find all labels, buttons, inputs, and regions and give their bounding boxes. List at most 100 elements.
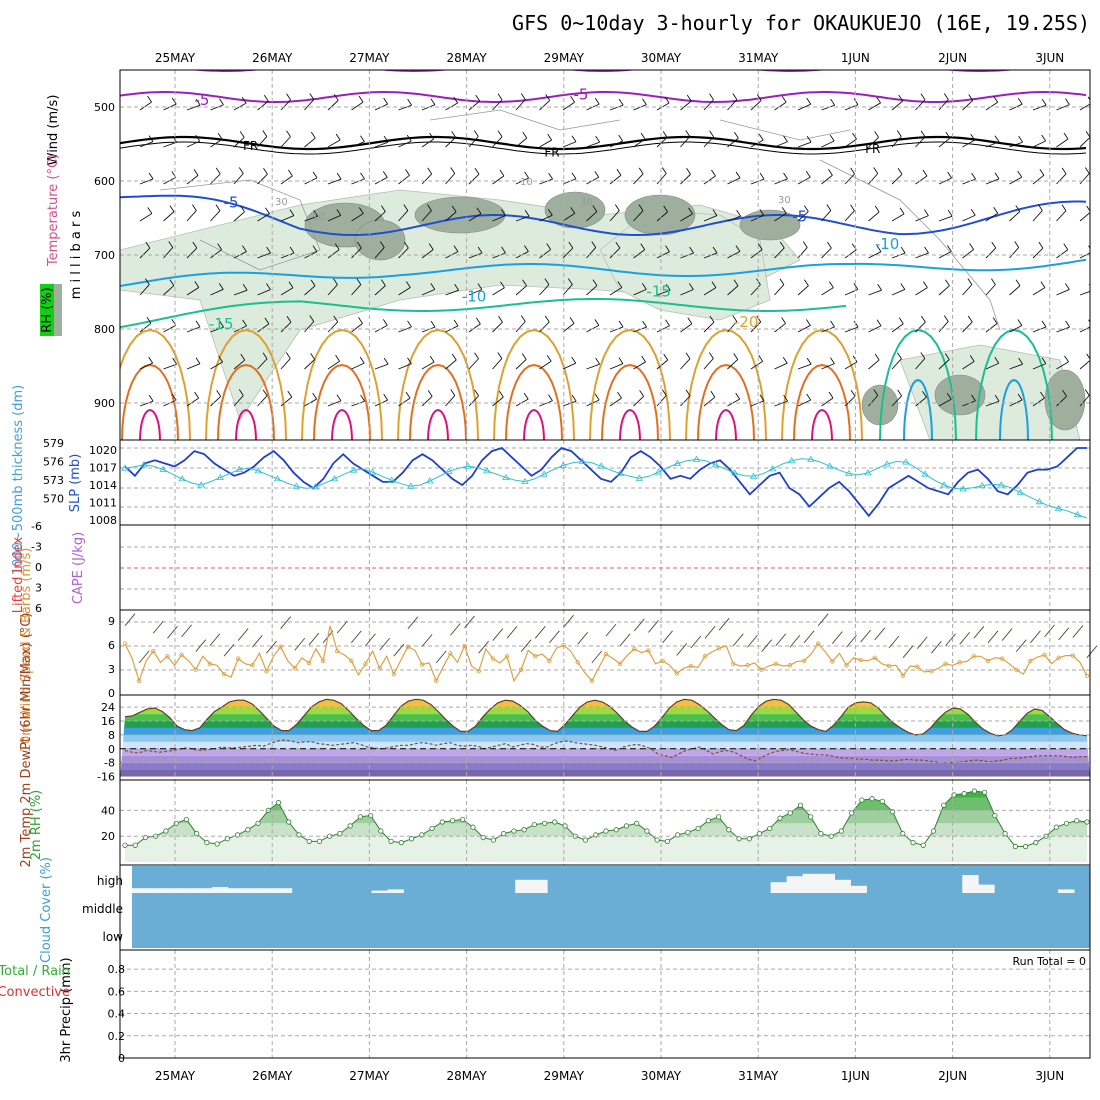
wind-barb-flag — [403, 204, 409, 211]
high-cloud-bar — [387, 889, 404, 893]
wind-barb-flag — [544, 315, 550, 323]
thickness-marker — [349, 466, 358, 473]
wind-barb-flag — [451, 131, 457, 138]
wind-barb — [515, 99, 526, 111]
wind-speed-marker — [787, 663, 793, 668]
wind-barb-10m — [690, 635, 702, 649]
slp-label: SLP (mb) — [68, 454, 83, 513]
wind-barb-flag — [356, 241, 362, 249]
precip-legend-total: Total / Rain — [0, 964, 70, 979]
wind-barb — [985, 362, 999, 370]
wind-barb-10m — [662, 630, 673, 644]
wind-speed-marker — [235, 656, 241, 661]
thickness-label: 1000~500mb thickness (dm) — [11, 385, 26, 575]
date-label-bottom-7: 1JUN — [841, 1069, 870, 1083]
panel-frame-7 — [119, 949, 1091, 1059]
wind-barb — [515, 359, 527, 370]
wind-barb-flag — [381, 279, 386, 286]
thickness-marker — [521, 477, 529, 485]
wind-barb-flag — [709, 93, 714, 100]
wind-barb — [398, 174, 410, 185]
thickness-marker — [559, 461, 567, 468]
wind-speed-marker — [830, 659, 835, 664]
wind-barb-flag — [618, 134, 624, 142]
wind-speed-marker — [1070, 653, 1076, 658]
wind-barb-flag — [548, 172, 553, 180]
wind-speed-marker — [688, 663, 694, 669]
wind-barb-flag — [262, 130, 268, 137]
wind-barb-flag — [336, 172, 342, 180]
wind-barb — [539, 284, 550, 296]
wind-barb — [891, 289, 906, 296]
wind-barb — [1079, 103, 1090, 111]
cloud-level-label: high — [97, 874, 123, 888]
wind-barb-flag — [779, 241, 785, 249]
wind-barb-flag — [850, 204, 855, 211]
wind-barb-flag — [970, 133, 976, 141]
rh-high-area-4 — [624, 194, 696, 236]
rh-marker — [1063, 820, 1070, 826]
wind-barb — [562, 247, 574, 259]
wind-barb-flag — [262, 389, 268, 397]
pressure-tick: 800 — [94, 323, 115, 336]
wind-barb — [656, 395, 667, 407]
wind-barb — [656, 137, 668, 148]
wind-barb-flag — [943, 315, 949, 322]
wind-barb-flag — [992, 317, 998, 324]
wind-barb — [703, 215, 718, 222]
wind-barb — [1032, 363, 1047, 370]
wind-barb-flag — [360, 394, 366, 402]
wind-barb-flag — [498, 315, 503, 323]
rh-marker — [1012, 843, 1018, 850]
wind-barb-flag — [1064, 283, 1070, 290]
wind-barb-10m — [223, 643, 235, 657]
wind-barb-10m — [365, 633, 376, 647]
wind-speed-marker — [575, 660, 580, 665]
date-label-top-0: 25MAY — [155, 51, 196, 65]
wind-barb-flag — [263, 94, 269, 102]
rh-marker — [900, 831, 906, 837]
wind-barb-flag — [241, 96, 247, 104]
wind-speed-marker — [476, 669, 481, 674]
wind-barb-flag — [1087, 96, 1090, 101]
wind-barb — [774, 400, 788, 407]
wind-speed-marker — [886, 663, 892, 669]
wind-barb-flag — [242, 319, 247, 327]
wind-barb-flag — [570, 207, 576, 214]
warm-contour-3 — [397, 328, 479, 440]
li-tick: 6 — [35, 602, 42, 615]
pressure-tick: 500 — [94, 101, 115, 114]
temp-band-5 — [120, 734, 1090, 742]
wind-speed-marker — [674, 671, 679, 676]
wind-barb-flag — [712, 209, 718, 216]
wind-barb — [938, 99, 949, 111]
thickness-marker — [807, 455, 815, 462]
wind-barb-flag — [501, 209, 506, 216]
wind-barb-flag — [1039, 168, 1045, 176]
wind-barb — [421, 361, 435, 370]
date-label-bottom-0: 25MAY — [155, 1069, 196, 1083]
wind-barb-flag — [1038, 241, 1044, 249]
rh-high-area-5 — [739, 209, 801, 241]
wind-barb — [562, 284, 573, 296]
wind-barb-flag — [309, 93, 315, 100]
wind-barb-flag — [571, 394, 577, 402]
temperature-contour-4 — [120, 194, 1087, 237]
wind-barb — [210, 138, 223, 148]
wind-barb-flag — [571, 135, 577, 142]
wind-barb-flag — [169, 205, 175, 212]
wind-barb-flag — [993, 96, 999, 103]
wind-barb — [727, 137, 739, 148]
wind-barb — [327, 100, 339, 111]
warm-contour-0 — [120, 328, 191, 440]
wind-barb-flag — [383, 97, 389, 105]
wind-barb — [656, 102, 670, 111]
rh-marker — [316, 838, 323, 844]
wind-speed-marker — [1084, 673, 1090, 678]
rh-marker — [194, 831, 200, 837]
wind-speed-marker — [462, 643, 467, 649]
wind-barb — [515, 285, 527, 296]
wind-barb-flag — [522, 279, 527, 287]
wind-barb — [962, 249, 974, 259]
wind-barb-flag — [1063, 132, 1069, 140]
